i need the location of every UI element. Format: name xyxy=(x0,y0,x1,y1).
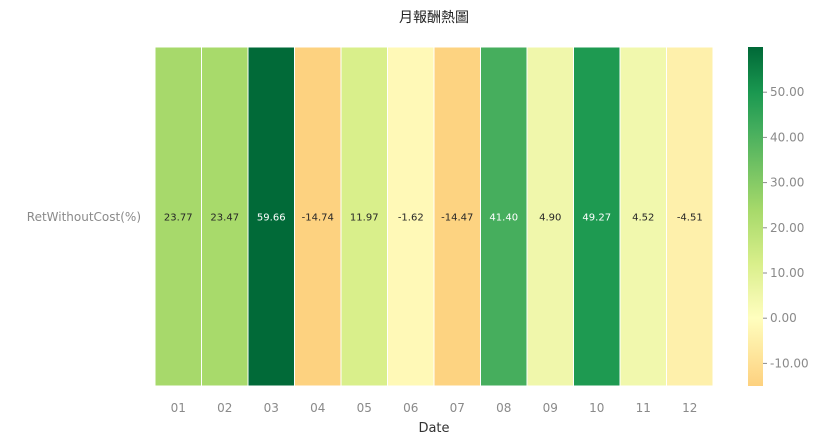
x-tick-label: 08 xyxy=(496,401,511,415)
heatmap-cell xyxy=(526,46,574,387)
colorbar-ticks: -10.00 0.00 10.00 20.00 30.00 40.00 50.00 xyxy=(763,85,809,370)
x-tick-label: 06 xyxy=(403,401,418,415)
x-axis-ticks: 01 02 03 04 05 06 07 08 09 10 11 12 xyxy=(171,401,698,415)
cell-value-label: -1.62 xyxy=(398,213,424,224)
cell-value-label: 23.77 xyxy=(164,213,193,224)
cell-value-label: -4.51 xyxy=(677,213,703,224)
x-tick-label: 10 xyxy=(589,401,604,415)
heatmap-cell xyxy=(666,46,714,387)
heatmap-cell xyxy=(201,46,249,387)
x-tick-label: 01 xyxy=(171,401,186,415)
colorbar-tick-label: 50.00 xyxy=(770,85,804,99)
heatmap-cell xyxy=(433,46,481,387)
colorbar xyxy=(748,47,763,386)
colorbar-tick-label: 10.00 xyxy=(770,266,804,280)
cell-value-label: -14.74 xyxy=(302,213,334,224)
x-tick-label: 07 xyxy=(450,401,465,415)
heatmap-cell xyxy=(573,46,621,387)
colorbar-tick-label: 40.00 xyxy=(770,130,804,144)
chart-title: 月報酬熱圖 xyxy=(399,10,469,26)
colorbar-tick-label: -10.00 xyxy=(770,356,809,370)
cell-value-label: 49.27 xyxy=(582,213,611,224)
heatmap-cells xyxy=(154,46,714,387)
heatmap-cell xyxy=(387,46,435,387)
colorbar-tick-label: 30.00 xyxy=(770,176,804,190)
x-tick-label: 11 xyxy=(636,401,651,415)
heatmap-cell xyxy=(247,46,295,387)
row-label: RetWithoutCost(%) xyxy=(27,210,141,224)
cell-value-label: 4.52 xyxy=(632,213,654,224)
cell-value-label: 41.40 xyxy=(489,213,518,224)
x-tick-label: 09 xyxy=(543,401,558,415)
cell-value-label: 59.66 xyxy=(257,213,286,224)
heatmap-cell-labels: 23.77 23.47 59.66 -14.74 11.97 -1.62 -14.47 41.… xyxy=(164,213,703,224)
x-tick-label: 02 xyxy=(217,401,232,415)
heatmap-cell xyxy=(294,46,342,387)
cell-value-label: 23.47 xyxy=(210,213,239,224)
x-axis-title: Date xyxy=(418,421,449,436)
x-tick-label: 12 xyxy=(682,401,697,415)
cell-value-label: 4.90 xyxy=(539,213,561,224)
heatmap-cell xyxy=(480,46,528,387)
x-tick-label: 04 xyxy=(310,401,325,415)
cell-value-label: -14.47 xyxy=(441,213,473,224)
colorbar-tick-label: 0.00 xyxy=(770,311,797,325)
heatmap-cell xyxy=(154,46,202,387)
x-tick-label: 03 xyxy=(264,401,279,415)
colorbar-tick-label: 20.00 xyxy=(770,221,804,235)
x-tick-label: 05 xyxy=(357,401,372,415)
cell-value-label: 11.97 xyxy=(350,213,379,224)
heatmap-cell xyxy=(340,46,388,387)
